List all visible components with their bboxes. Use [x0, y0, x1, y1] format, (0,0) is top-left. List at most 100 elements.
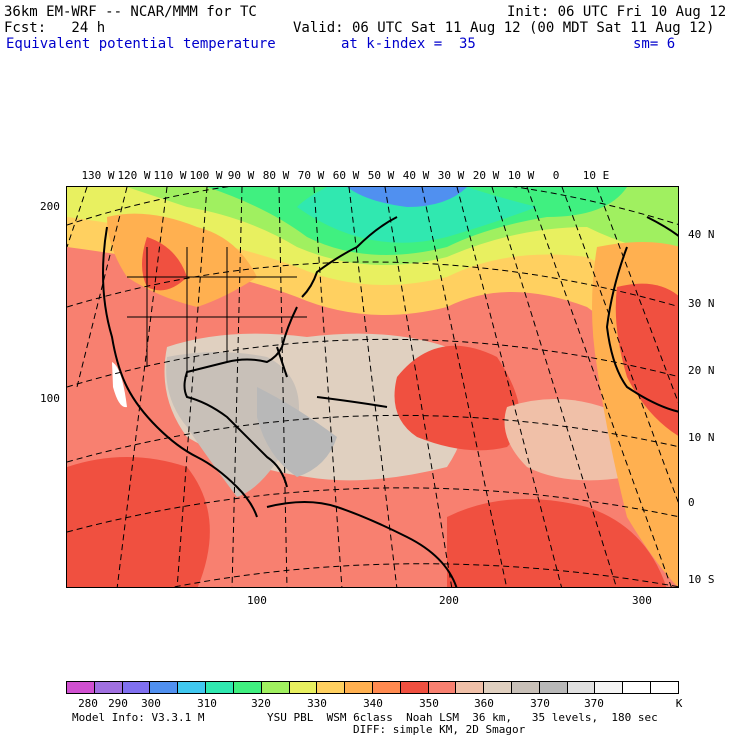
lon-line — [596, 187, 678, 404]
colorbar — [66, 681, 679, 694]
lon-label: 70 W — [297, 169, 325, 182]
smoothing-info: sm= 6 — [633, 36, 676, 52]
lon-label: 10 E — [582, 169, 610, 182]
lat-line — [67, 187, 678, 226]
colorbar-swatch — [150, 682, 179, 693]
init-time: Init: 06 UTC Fri 10 Aug 12 — [507, 4, 727, 20]
lon-label: 80 W — [262, 169, 290, 182]
lat-label: 30 N — [688, 297, 715, 310]
field-caribbean-moist — [257, 387, 337, 477]
field-us-west — [107, 213, 257, 307]
lon-label: 110 W — [153, 169, 187, 182]
lon-label: 50 W — [367, 169, 395, 182]
colorbar-label: 310 — [197, 697, 217, 710]
colorbar-swatch — [651, 682, 678, 693]
lat-label: 20 N — [688, 364, 715, 377]
colorbar-units: K — [675, 697, 683, 710]
borders — [127, 247, 307, 377]
x-axis-tick: 200 — [439, 594, 459, 607]
field-africa-hot — [615, 283, 678, 436]
lon-label: 10 W — [507, 169, 535, 182]
colorbar-swatch — [261, 682, 290, 693]
field-band-300 — [347, 187, 467, 207]
florida — [276, 346, 288, 378]
lon-line — [176, 187, 208, 587]
lat-line — [67, 414, 678, 463]
europe-coast — [646, 216, 678, 237]
colorbar-swatch — [289, 682, 318, 693]
field-band-305 — [297, 187, 537, 243]
lon-line — [76, 187, 128, 388]
lon-line — [231, 187, 243, 587]
east-coast — [301, 216, 398, 298]
lon-label: 120 W — [117, 169, 151, 182]
colorbar-label: 330 — [307, 697, 327, 710]
lat-line — [67, 487, 678, 533]
diffusion-info: DIFF: simple KM, 2D Smagor — [353, 723, 526, 736]
lon-label: 0 — [552, 169, 560, 182]
lon-line — [384, 187, 453, 587]
colorbar-swatch — [206, 682, 234, 693]
colorbar-swatch — [317, 682, 346, 693]
colorbar-swatch — [595, 682, 624, 693]
lon-label: 30 W — [437, 169, 465, 182]
lon-label: 130 W — [81, 169, 115, 182]
graticule — [67, 187, 678, 587]
field-name: Equivalent potential temperature — [6, 36, 276, 52]
y-axis-tick: 200 — [40, 200, 60, 213]
lat-label: 10 S — [688, 573, 715, 586]
lon-line — [526, 187, 672, 587]
physics-info: YSU PBL WSM 6class Noah LSM 36 km, 35 le… — [267, 711, 658, 724]
map-field-svg — [67, 187, 678, 587]
lon-line — [561, 187, 678, 504]
lon-label: 20 W — [472, 169, 500, 182]
colorbar-label: 280 — [78, 697, 98, 710]
colorbar-swatch — [372, 682, 401, 693]
colorbar-swatch — [122, 682, 151, 693]
field-pacific-hot — [67, 457, 210, 587]
lon-line — [278, 187, 288, 587]
colorbar-swatch — [484, 682, 512, 693]
valid-time: Valid: 06 UTC Sat 11 Aug 12 (00 MDT Sat … — [293, 20, 715, 36]
lon-line — [491, 187, 617, 587]
field-south-atlantic-hot — [447, 499, 667, 587]
x-axis-tick: 100 — [247, 594, 267, 607]
lat-label: 40 N — [688, 228, 715, 241]
colorbar-swatch — [178, 682, 207, 693]
forecast-hour: Fcst: 24 h — [4, 20, 106, 36]
colorbar-swatch — [456, 682, 485, 693]
pacific-coast — [102, 226, 258, 518]
theta-e-map — [66, 186, 679, 588]
lat-line — [171, 563, 678, 587]
colorbar-swatch — [428, 682, 457, 693]
field-gulf-caribbean — [166, 352, 299, 497]
lon-label: 90 W — [227, 169, 255, 182]
colorbar-label: 350 — [419, 697, 439, 710]
colorbar-swatch — [94, 682, 123, 693]
lon-line — [116, 187, 168, 587]
model-title: 36km EM-WRF -- NCAR/MMM for TC — [4, 4, 257, 20]
lon-label: 40 W — [402, 169, 430, 182]
lat-line — [67, 261, 678, 308]
colorbar-swatch — [512, 682, 540, 693]
colorbar-label: 300 — [141, 697, 161, 710]
south-america-coast — [266, 501, 458, 587]
level-info: at k-index = 35 — [341, 36, 476, 52]
colorbar-swatch — [567, 682, 596, 693]
y-axis-tick: 100 — [40, 392, 60, 405]
lat-label: 10 N — [688, 431, 715, 444]
x-axis-tick: 300 — [632, 594, 652, 607]
lon-label: 100 W — [189, 169, 223, 182]
colorbar-label: 290 — [108, 697, 128, 710]
colorbar-swatch — [67, 682, 95, 693]
field-atlantic-hot — [394, 345, 520, 451]
colorbar-swatch — [233, 682, 262, 693]
lon-line — [421, 187, 508, 587]
colorbar-label: 320 — [251, 697, 271, 710]
colorbar-label: 370 — [530, 697, 550, 710]
lat-line — [67, 338, 678, 388]
colorbar-swatch — [400, 682, 429, 693]
lon-line — [348, 187, 398, 587]
colorbar-swatch — [623, 682, 652, 693]
colorbar-swatch — [539, 682, 568, 693]
